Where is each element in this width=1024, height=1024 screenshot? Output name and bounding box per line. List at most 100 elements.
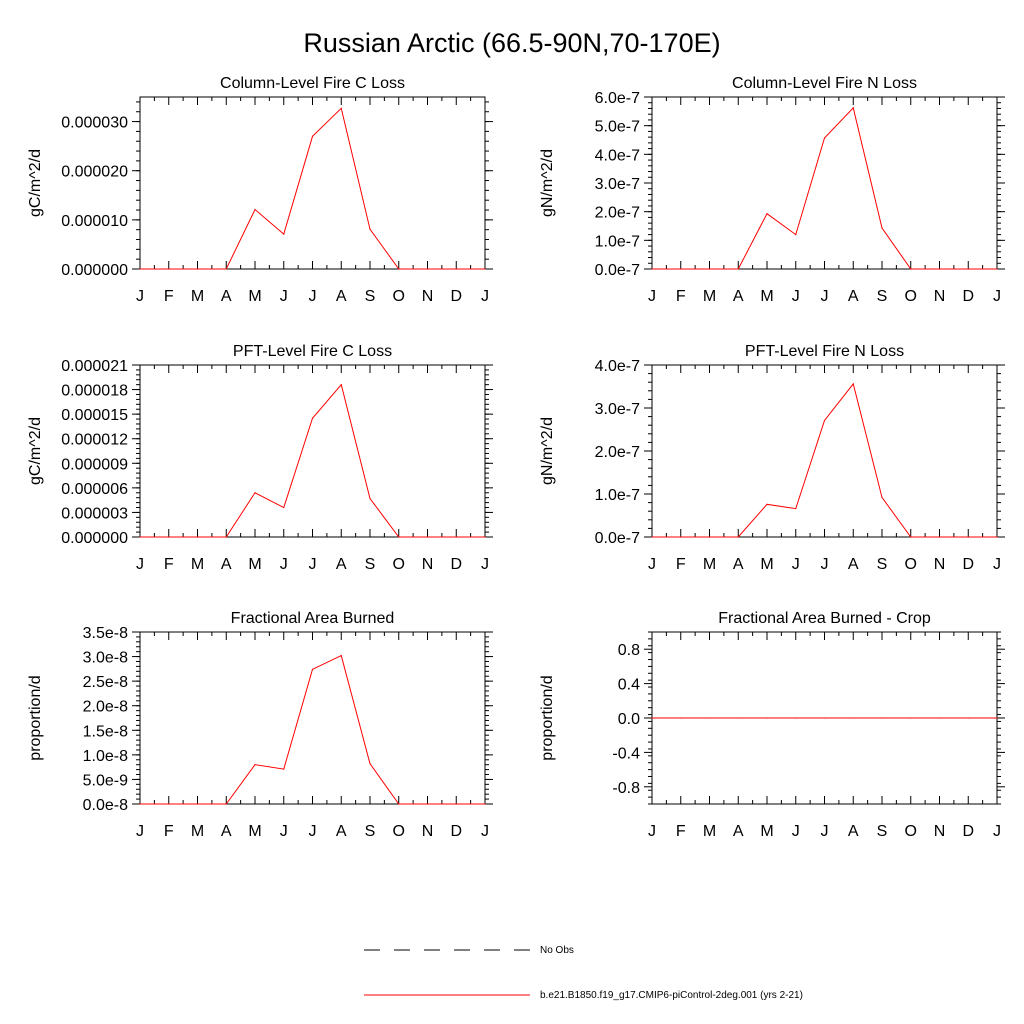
x-tick-label: F xyxy=(676,556,686,573)
data-point xyxy=(766,503,768,505)
data-point xyxy=(680,717,682,719)
x-tick-label: A xyxy=(221,823,232,840)
x-tick-label: S xyxy=(877,556,888,573)
data-point xyxy=(196,536,199,538)
data-point xyxy=(881,227,883,229)
x-tick-label: F xyxy=(164,288,174,305)
x-tick-label: N xyxy=(422,556,434,573)
data-point xyxy=(168,268,170,270)
legend-obs-label: No Obs xyxy=(540,945,574,956)
y-axis-label: gC/m^2/d xyxy=(27,149,44,217)
data-point xyxy=(852,383,854,385)
x-tick-label: J xyxy=(648,288,656,305)
data-point xyxy=(708,717,711,719)
data-point xyxy=(823,419,826,422)
y-axis-label: gN/m^2/d xyxy=(539,149,556,217)
y-tick-label: 4.0e-7 xyxy=(595,147,640,164)
y-tick-label: 0.000003 xyxy=(61,505,128,522)
data-point xyxy=(938,536,941,538)
x-tick-label: A xyxy=(848,288,859,305)
x-tick-label: D xyxy=(962,556,974,573)
x-tick-label: J xyxy=(821,556,829,573)
y-tick-label: 0.000006 xyxy=(61,481,128,498)
data-point xyxy=(168,536,170,538)
data-point xyxy=(737,536,739,538)
data-point xyxy=(254,492,256,494)
y-tick-label: 2.0e-8 xyxy=(83,699,128,716)
data-point xyxy=(311,417,314,419)
data-point xyxy=(823,717,826,719)
x-tick-label: J xyxy=(993,823,1001,840)
data-point xyxy=(426,536,429,538)
data-point xyxy=(283,233,285,235)
x-tick-label: M xyxy=(760,556,773,573)
x-tick-label: A xyxy=(336,556,347,573)
y-axis-label: gC/m^2/d xyxy=(27,417,44,485)
y-tick-label: 0.000015 xyxy=(61,407,128,424)
data-point xyxy=(996,717,998,719)
data-point xyxy=(996,268,998,270)
y-axis-label: proportion/d xyxy=(27,675,44,760)
x-tick-label: O xyxy=(905,288,917,305)
data-point xyxy=(484,268,486,270)
x-tick-label: S xyxy=(877,288,888,305)
y-tick-label: 0.8 xyxy=(618,642,640,659)
y-tick-label: 0.000000 xyxy=(61,530,128,547)
x-tick-label: F xyxy=(164,556,174,573)
data-point xyxy=(852,107,854,109)
x-tick-label: J xyxy=(136,556,144,573)
y-tick-label: 0.000020 xyxy=(61,164,128,181)
y-tick-label: 4.0e-7 xyxy=(595,358,640,375)
x-tick-label: M xyxy=(248,556,261,573)
x-tick-label: A xyxy=(848,823,859,840)
x-tick-label: N xyxy=(934,823,946,840)
y-tick-label: 1.0e-8 xyxy=(83,748,128,765)
data-point xyxy=(651,268,653,270)
x-tick-label: A xyxy=(221,556,232,573)
x-tick-label: M xyxy=(703,823,716,840)
x-tick-label: N xyxy=(934,556,946,573)
y-tick-label: 0.000012 xyxy=(61,432,128,449)
y-tick-label: 3.0e-7 xyxy=(595,176,640,193)
data-point xyxy=(680,536,682,538)
data-point xyxy=(766,717,768,719)
chart-title: Fractional Area Burned xyxy=(231,610,395,627)
data-point xyxy=(340,384,342,386)
x-tick-label: D xyxy=(962,823,974,840)
y-tick-label: 3.0e-8 xyxy=(83,650,128,667)
data-point xyxy=(283,768,285,770)
x-tick-label: J xyxy=(481,823,489,840)
data-point xyxy=(455,536,457,538)
data-point xyxy=(967,268,969,270)
x-tick-label: J xyxy=(792,823,800,840)
data-point xyxy=(795,234,797,236)
x-tick-label: O xyxy=(393,823,405,840)
x-tick-label: J xyxy=(280,288,288,305)
x-tick-label: J xyxy=(648,556,656,573)
data-point xyxy=(398,536,400,538)
data-point xyxy=(369,497,371,500)
data-point xyxy=(651,536,653,538)
y-tick-label: -0.4 xyxy=(612,745,640,762)
x-tick-label: O xyxy=(905,823,917,840)
data-point xyxy=(910,268,912,270)
x-tick-label: M xyxy=(248,288,261,305)
legend: No Obs b.e21.B1850.f19_g17.CMIP6-piContr… xyxy=(364,945,803,1001)
y-tick-label: 0.000009 xyxy=(61,456,128,473)
data-point xyxy=(225,268,227,270)
x-tick-label: M xyxy=(703,556,716,573)
data-point xyxy=(766,213,768,215)
chart-panel-6: Fractional Area Burned - Crop proportion/… xyxy=(539,610,1005,840)
data-point xyxy=(369,763,371,765)
x-tick-label: J xyxy=(280,823,288,840)
y-tick-label: 6.0e-7 xyxy=(595,90,640,107)
data-point xyxy=(254,764,256,766)
x-tick-label: J xyxy=(481,288,489,305)
y-axis-label: proportion/d xyxy=(539,675,556,760)
y-tick-label: 0.0e-8 xyxy=(83,797,128,814)
x-tick-label: M xyxy=(191,288,204,305)
